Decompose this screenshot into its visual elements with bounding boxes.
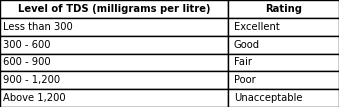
Text: Less than 300: Less than 300 bbox=[3, 22, 73, 32]
Text: Good: Good bbox=[234, 40, 260, 50]
Text: Above 1,200: Above 1,200 bbox=[3, 93, 65, 103]
Bar bbox=[0, 0, 228, 18]
Bar bbox=[228, 36, 339, 54]
Bar bbox=[228, 0, 339, 18]
Bar bbox=[228, 71, 339, 89]
Text: Excellent: Excellent bbox=[234, 22, 280, 32]
Bar bbox=[0, 54, 228, 71]
Bar bbox=[228, 54, 339, 71]
Text: 300 - 600: 300 - 600 bbox=[3, 40, 50, 50]
Bar bbox=[0, 18, 228, 36]
Text: Fair: Fair bbox=[234, 57, 252, 67]
Bar bbox=[0, 89, 228, 107]
Text: 900 - 1,200: 900 - 1,200 bbox=[3, 75, 60, 85]
Text: Rating: Rating bbox=[265, 4, 302, 14]
Text: Level of TDS (milligrams per litre): Level of TDS (milligrams per litre) bbox=[18, 4, 210, 14]
Text: Poor: Poor bbox=[234, 75, 256, 85]
Text: 600 - 900: 600 - 900 bbox=[3, 57, 50, 67]
Bar bbox=[228, 18, 339, 36]
Bar bbox=[228, 89, 339, 107]
Text: Unacceptable: Unacceptable bbox=[234, 93, 302, 103]
Bar bbox=[0, 71, 228, 89]
Bar bbox=[0, 36, 228, 54]
